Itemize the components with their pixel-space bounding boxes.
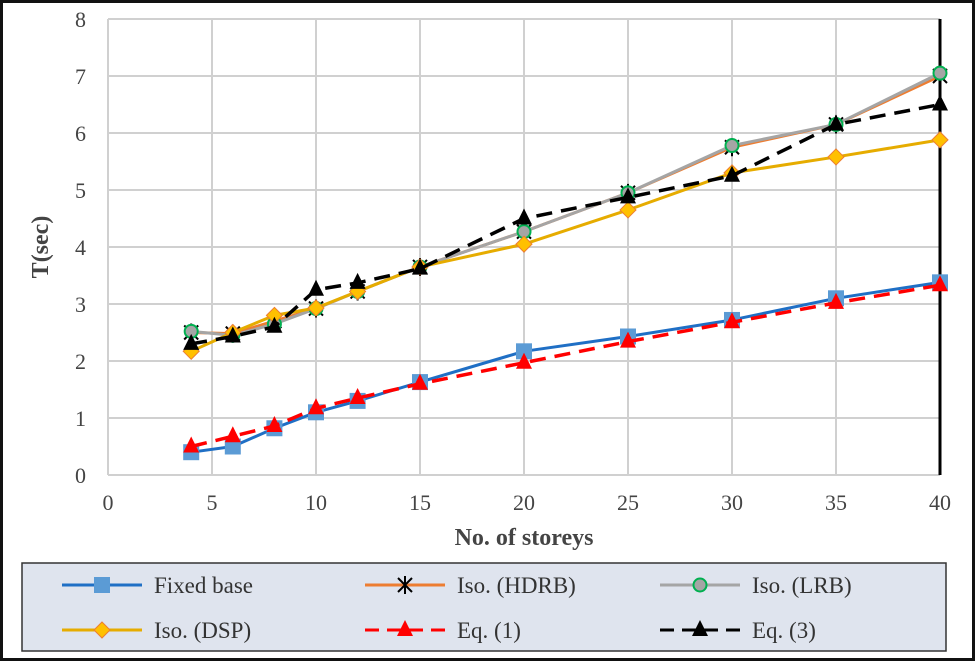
y-tick-label: 8	[75, 7, 86, 32]
legend-label: Iso. (DSP)	[154, 618, 251, 643]
data-point	[828, 114, 844, 131]
y-axis-title: T(sec)	[28, 216, 54, 279]
legend-label: Iso. (LRB)	[752, 573, 852, 598]
legend-marker	[692, 577, 708, 593]
data-point	[515, 235, 533, 253]
legend-item: Eq. (1)	[365, 618, 521, 643]
x-axis-title: No. of storeys	[455, 525, 594, 551]
legend-label: Iso. (HDRB)	[457, 573, 576, 598]
data-point	[224, 438, 241, 455]
legend: Fixed base Iso. (HDRB) Iso. (LRB) Iso. (DSP…	[62, 573, 852, 643]
legend-marker	[94, 577, 110, 593]
data-point	[224, 426, 241, 443]
data-point	[516, 208, 532, 225]
data-point	[266, 316, 283, 333]
data-point	[932, 275, 948, 292]
data-point	[349, 272, 366, 289]
legend-marker	[692, 620, 708, 636]
data-point	[619, 201, 637, 219]
series-group	[182, 65, 949, 461]
y-tick-label: 0	[75, 463, 86, 488]
data-point	[620, 187, 636, 204]
x-tick-label: 35	[825, 490, 847, 515]
data-point	[724, 138, 740, 154]
legend-label: Fixed base	[154, 573, 253, 598]
data-point	[224, 326, 241, 343]
data-point	[828, 292, 844, 309]
data-point	[307, 299, 325, 317]
data-point	[932, 65, 948, 81]
legend-item: Iso. (DSP)	[62, 618, 251, 643]
x-tick-label: 10	[305, 490, 327, 515]
series-eq-1	[183, 275, 948, 453]
series-line	[190, 102, 941, 346]
y-tick-label: 7	[75, 64, 86, 89]
legend-item: Iso. (HDRB)	[365, 573, 576, 598]
x-tick-label: 25	[617, 490, 639, 515]
x-tick-label: 30	[721, 490, 743, 515]
legend-marker	[397, 620, 413, 636]
x-tick-label: 40	[929, 490, 951, 515]
data-point	[183, 436, 200, 453]
data-point	[308, 279, 324, 296]
data-point	[412, 258, 428, 275]
legend-item: Fixed base	[62, 573, 253, 598]
data-point	[183, 333, 200, 350]
data-point	[932, 94, 948, 111]
y-tick-label: 6	[75, 121, 86, 146]
legend-label: Eq. (3)	[752, 618, 816, 643]
data-point	[308, 398, 324, 415]
legend-box	[21, 562, 947, 652]
legend-marker	[93, 621, 111, 639]
x-tick-label: 15	[409, 490, 431, 515]
x-tick-label: 5	[207, 490, 218, 515]
data-point	[516, 352, 532, 369]
data-point	[516, 343, 532, 360]
y-tick-label: 3	[75, 292, 86, 317]
legend-item: Eq. (3)	[660, 618, 816, 643]
data-point	[620, 331, 636, 348]
legend-label: Eq. (1)	[457, 618, 521, 643]
data-point	[412, 373, 428, 390]
y-tick-label: 2	[75, 349, 86, 374]
data-point	[724, 165, 740, 182]
y-tick-label: 1	[75, 406, 86, 431]
data-point	[266, 415, 283, 432]
tick-labels: 0 5 10 15 20 25 30 35 40 0 1 2 3 4 5 6 7 8	[75, 7, 951, 515]
y-tick-label: 4	[75, 235, 86, 260]
legend-marker	[397, 576, 413, 594]
series-eq-3	[183, 94, 948, 350]
x-tick-label: 20	[513, 490, 535, 515]
data-point	[827, 148, 845, 166]
x-tick-label: 0	[103, 490, 114, 515]
legend-item: Iso. (LRB)	[660, 573, 852, 598]
data-point	[931, 131, 949, 149]
data-point	[724, 312, 740, 329]
data-point	[349, 388, 366, 405]
y-tick-label: 5	[75, 178, 86, 203]
